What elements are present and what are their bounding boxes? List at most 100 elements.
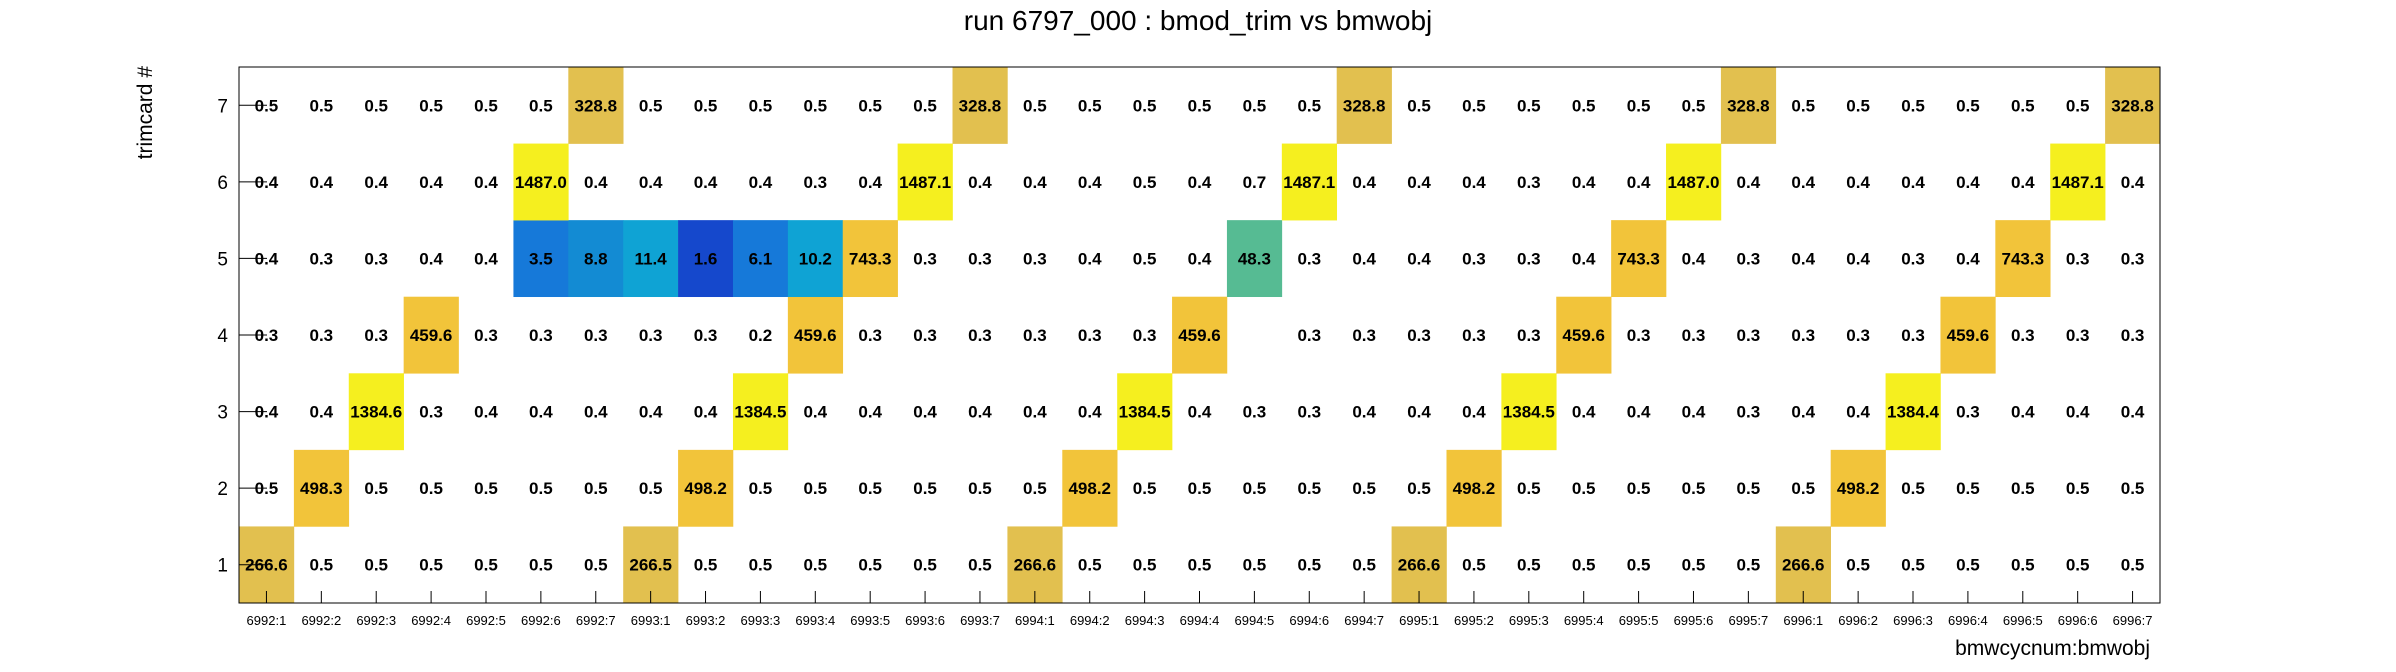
x-tick-label: 6996:4 bbox=[1948, 613, 1988, 628]
cell-value-label: 0.5 bbox=[639, 479, 663, 498]
cell-value-label: 498.2 bbox=[684, 479, 727, 498]
cell-value-label: 0.2 bbox=[749, 326, 773, 345]
x-tick-label: 6993:2 bbox=[686, 613, 726, 628]
x-tick-label: 6995:2 bbox=[1454, 613, 1494, 628]
cell-value-label: 0.5 bbox=[1846, 556, 1870, 575]
cell-value-label: 1487.1 bbox=[1283, 173, 1335, 192]
x-tick-label: 6993:7 bbox=[960, 613, 1000, 628]
cell-value-label: 0.5 bbox=[2121, 479, 2145, 498]
x-tick-label: 6996:1 bbox=[1783, 613, 1823, 628]
cell-value-label: 0.4 bbox=[529, 403, 553, 422]
heatmap-cell bbox=[678, 220, 734, 298]
cell-value-label: 0.5 bbox=[1791, 96, 1815, 115]
cell-value-label: 0.3 bbox=[1846, 326, 1870, 345]
cell-value-label: 0.4 bbox=[474, 249, 498, 268]
cell-value-label: 0.4 bbox=[1188, 249, 1212, 268]
cell-value-label: 0.4 bbox=[1462, 173, 1486, 192]
cell-value-label: 0.5 bbox=[749, 479, 773, 498]
cell-value-label: 0.4 bbox=[419, 173, 443, 192]
cell-value-label: 0.4 bbox=[2121, 173, 2145, 192]
cell-value-label: 0.5 bbox=[529, 479, 553, 498]
cell-value-label: 0.4 bbox=[694, 173, 718, 192]
cell-value-label: 328.8 bbox=[1343, 96, 1386, 115]
y-tick-label: 4 bbox=[217, 326, 228, 347]
heatmap-cell bbox=[842, 220, 898, 298]
cell-value-label: 0.4 bbox=[1407, 173, 1431, 192]
x-tick-label: 6992:5 bbox=[466, 613, 506, 628]
cell-value-label: 0.3 bbox=[1462, 326, 1486, 345]
y-tick-label: 6 bbox=[217, 173, 228, 194]
cell-value-label: 10.2 bbox=[799, 249, 832, 268]
cell-value-label: 0.3 bbox=[364, 326, 388, 345]
x-tick-label: 6992:4 bbox=[411, 613, 451, 628]
heatmap-cell bbox=[513, 143, 569, 221]
cell-value-label: 0.3 bbox=[913, 326, 937, 345]
x-ticks: 6992:1 6992:2 6992:3 6992:4 6992:5 6992:6 6992… bbox=[247, 591, 2152, 628]
cell-value-label: 266.6 bbox=[1398, 556, 1441, 575]
cell-value-label: 0.3 bbox=[2066, 249, 2090, 268]
heatmap-cell bbox=[568, 220, 624, 298]
cell-value-label: 0.4 bbox=[1627, 173, 1651, 192]
x-tick-label: 6995:6 bbox=[1674, 613, 1714, 628]
cell-value-label: 0.4 bbox=[1791, 173, 1815, 192]
cell-value-label: 0.4 bbox=[968, 403, 992, 422]
cell-value-label: 48.3 bbox=[1238, 249, 1271, 268]
heatmap-cell bbox=[732, 220, 789, 298]
cell-value-label: 328.8 bbox=[574, 96, 617, 115]
heatmap-cell bbox=[293, 449, 350, 527]
cells-layer: 266.6 0.5 0.5 0.5 0.5 0.5 0.5 266.5 0.5 0.5 0.5 0.5… bbox=[239, 67, 2161, 604]
heatmap-cell bbox=[1885, 373, 1941, 451]
cell-value-label: 3.5 bbox=[529, 249, 553, 268]
cell-value-label: 0.4 bbox=[310, 403, 334, 422]
cell-value-label: 0.4 bbox=[364, 173, 388, 192]
cell-value-label: 0.3 bbox=[364, 249, 388, 268]
x-tick-label: 6992:7 bbox=[576, 613, 616, 628]
cell-value-label: 0.5 bbox=[1243, 479, 1267, 498]
x-tick-label: 6992:1 bbox=[247, 613, 287, 628]
y-tick-label: 2 bbox=[217, 479, 228, 500]
heatmap-cell bbox=[1775, 526, 1831, 604]
cell-value-label: 0.3 bbox=[1901, 326, 1925, 345]
cell-value-label: 0.5 bbox=[1682, 479, 1706, 498]
cell-value-label: 0.3 bbox=[1791, 326, 1815, 345]
cell-value-label: 0.5 bbox=[419, 96, 443, 115]
cell-value-label: 0.3 bbox=[1297, 249, 1321, 268]
cell-value-label: 498.2 bbox=[1453, 479, 1496, 498]
heatmap-cell bbox=[1226, 220, 1283, 298]
cell-value-label: 0.4 bbox=[1188, 173, 1212, 192]
cell-value-label: 0.4 bbox=[1682, 249, 1706, 268]
heatmap-cell bbox=[1172, 296, 1228, 374]
cell-value-label: 0.5 bbox=[1133, 479, 1157, 498]
cell-value-label: 0.5 bbox=[913, 479, 937, 498]
heatmap-cell bbox=[1611, 220, 1667, 298]
heatmap-cell bbox=[787, 220, 844, 298]
cell-value-label: 0.5 bbox=[1352, 479, 1376, 498]
cell-value-label: 0.4 bbox=[2011, 403, 2035, 422]
cell-value-label: 0.5 bbox=[858, 556, 882, 575]
x-axis-label: bmwcycnum:bmwobj bbox=[1955, 637, 2150, 660]
cell-value-label: 0.5 bbox=[1188, 556, 1212, 575]
y-ticks: 1 2 3 4 5 6 7 bbox=[217, 96, 267, 577]
x-tick-label: 6993:6 bbox=[905, 613, 945, 628]
cell-value-label: 0.5 bbox=[1133, 556, 1157, 575]
cell-value-label: 0.5 bbox=[803, 556, 827, 575]
cell-value-label: 0.5 bbox=[419, 556, 443, 575]
cell-value-label: 498.2 bbox=[1837, 479, 1880, 498]
cell-value-label: 0.4 bbox=[1627, 403, 1651, 422]
cell-value-label: 0.4 bbox=[1737, 173, 1761, 192]
cell-value-label: 0.5 bbox=[1901, 556, 1925, 575]
x-tick-label: 6996:5 bbox=[2003, 613, 2043, 628]
cell-value-label: 0.4 bbox=[1682, 403, 1706, 422]
cell-value-label: 0.4 bbox=[913, 403, 937, 422]
cell-value-label: 0.3 bbox=[1297, 326, 1321, 345]
cell-value-label: 0.3 bbox=[1517, 249, 1541, 268]
cell-value-label: 0.5 bbox=[1627, 556, 1651, 575]
cell-value-label: 0.4 bbox=[1572, 173, 1596, 192]
cell-value-label: 0.4 bbox=[639, 403, 663, 422]
cell-value-label: 1384.5 bbox=[1503, 403, 1555, 422]
cell-value-label: 0.4 bbox=[2011, 173, 2035, 192]
cell-value-label: 0.4 bbox=[1023, 173, 1047, 192]
cell-value-label: 0.3 bbox=[1737, 403, 1761, 422]
cell-value-label: 0.5 bbox=[858, 479, 882, 498]
heatmap-cell bbox=[1995, 220, 2051, 298]
